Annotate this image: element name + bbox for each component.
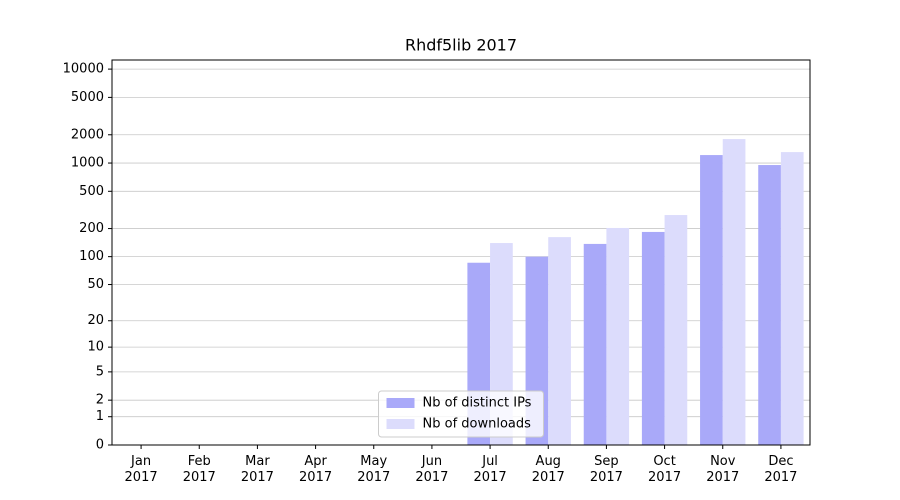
x-tick-label: Dec 2017	[764, 454, 797, 485]
bar	[758, 165, 781, 445]
bar	[780, 152, 804, 445]
y-tick-label: 20	[87, 313, 104, 328]
bar	[641, 231, 665, 445]
x-tick-label: Aug 2017	[532, 454, 565, 485]
x-tick-label: Jun 2017	[415, 454, 448, 485]
y-tick-label: 100	[79, 249, 104, 264]
bar	[548, 237, 571, 445]
legend-label: Nb of downloads	[423, 417, 532, 432]
legend: Nb of distinct IPs Nb of downloads	[378, 390, 544, 438]
x-tick-label: Sep 2017	[590, 454, 623, 485]
bar	[664, 215, 688, 445]
x-tick-label: Feb 2017	[183, 454, 216, 485]
legend-box	[378, 390, 544, 438]
bar	[700, 155, 723, 446]
x-tick-label: Apr 2017	[299, 454, 332, 485]
legend-swatch	[386, 398, 415, 408]
x-tick-label: Nov 2017	[706, 454, 739, 485]
y-tick-label: 0	[96, 438, 104, 453]
legend-label: Nb of distinct IPs	[423, 396, 532, 411]
x-tick-label: Mar 2017	[241, 454, 274, 485]
y-tick-label: 1000	[71, 156, 104, 171]
y-tick-label: 10	[87, 340, 104, 355]
x-tick-label: May 2017	[357, 454, 390, 485]
y-tick-label: 10000	[63, 62, 104, 77]
y-tick-label: 5	[96, 364, 104, 379]
y-tick-label: 200	[79, 221, 104, 236]
x-tick-label: Jul 2017	[474, 454, 507, 485]
y-tick-label: 2	[96, 393, 104, 408]
bar	[606, 227, 630, 445]
y-tick-label: 1	[96, 409, 104, 424]
bar	[583, 243, 607, 445]
x-tick-label: Oct 2017	[648, 454, 681, 485]
y-tick-label: 500	[79, 184, 104, 199]
y-tick-label: 5000	[71, 90, 104, 105]
y-tick-label: 2000	[71, 127, 104, 142]
y-tick-label: 50	[87, 277, 104, 292]
legend-swatch	[386, 419, 415, 429]
plot-frame	[111, 59, 811, 446]
chart-title: Rhdf5lib 2017	[405, 36, 517, 55]
x-tick-label: Jan 2017	[125, 454, 158, 485]
bar	[722, 139, 746, 445]
